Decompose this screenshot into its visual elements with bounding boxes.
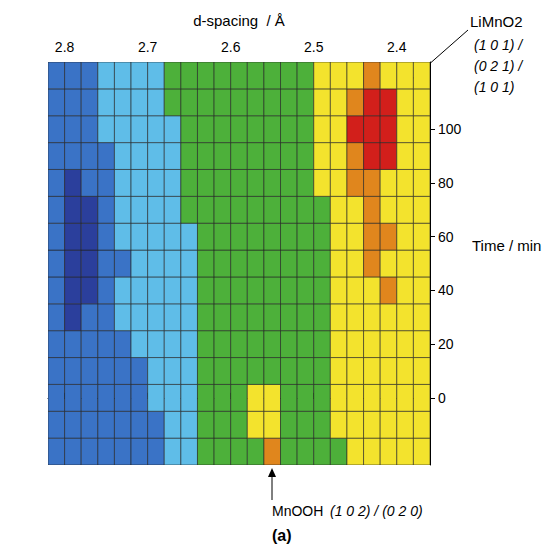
svg-text:2.4: 2.4 (387, 39, 407, 55)
svg-text:20: 20 (438, 336, 454, 352)
svg-text:LiMnO2: LiMnO2 (470, 13, 523, 30)
svg-text:2.6: 2.6 (221, 39, 241, 55)
svg-text:60: 60 (438, 229, 454, 245)
svg-text:100: 100 (438, 121, 462, 137)
svg-text:MnOOH: MnOOH (272, 503, 323, 519)
svg-text:(1 0 2) / (0 2 0): (1 0 2) / (0 2 0) (330, 503, 423, 519)
svg-text:40: 40 (438, 282, 454, 298)
svg-text:2.8: 2.8 (55, 39, 75, 55)
svg-text:0: 0 (438, 390, 446, 406)
svg-text:2.5: 2.5 (304, 39, 324, 55)
svg-text:2.7: 2.7 (138, 39, 158, 55)
svg-text:(1 0 1): (1 0 1) (474, 79, 514, 95)
svg-text:d-spacing / Å: d-spacing / Å (193, 12, 285, 29)
svg-text:(1 0 1) /: (1 0 1) / (474, 37, 524, 53)
svg-text:(a): (a) (272, 527, 292, 544)
svg-text:Time / min: Time / min (472, 237, 541, 254)
svg-text:80: 80 (438, 175, 454, 191)
svg-text:(0 2 1) /: (0 2 1) / (474, 58, 524, 74)
